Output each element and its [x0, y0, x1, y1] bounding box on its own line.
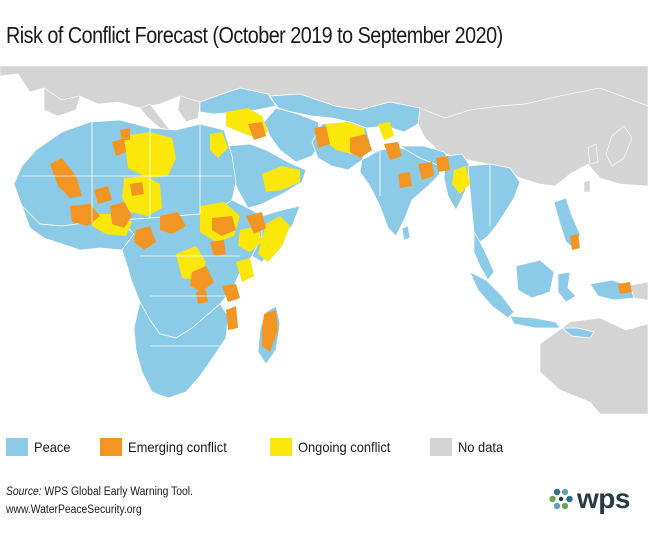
legend-swatch-peace [6, 438, 28, 456]
region-pakistan-orange [350, 134, 372, 158]
wps-logo: wps [548, 484, 640, 514]
map-title: Risk of Conflict Forecast (October 2019 … [6, 22, 503, 48]
region-iran [263, 107, 323, 163]
region-tanzania-orange [222, 284, 240, 302]
legend-item-no-data: No data [430, 436, 507, 458]
region-italy [139, 103, 171, 131]
region-iraq-orange [248, 122, 266, 140]
source-url[interactable]: www.WaterPeaceSecurity.org [6, 504, 142, 516]
region-sri-lanka [401, 225, 411, 241]
country-borders [22, 122, 491, 347]
legend-item-emerging-conflict: Emerging conflict [100, 436, 235, 458]
region-taiwan [583, 179, 591, 193]
region-nigeria-orange [110, 202, 132, 228]
region-sulawesi [557, 271, 577, 303]
region-india-north-orange [384, 142, 402, 160]
map-legend: Peace Emerging conflict Ongoing conflict… [6, 436, 646, 458]
region-egypt-yellow [210, 132, 228, 158]
region-algeria-orange [112, 138, 126, 156]
region-philippines-orange [570, 234, 580, 250]
region-iran-west-orange [314, 126, 330, 148]
region-india-east-orange [418, 162, 434, 180]
region-kenya-yellow [236, 258, 254, 282]
region-niger-orange [130, 182, 144, 196]
region-sumatra [469, 271, 515, 319]
region-sahel-orange [94, 186, 112, 204]
region-lesser-sunda [561, 327, 595, 339]
legend-label-emerging-conflict: Emerging conflict [128, 439, 227, 455]
region-west-africa-orange [70, 204, 100, 226]
region-java [509, 315, 561, 329]
region-yemen-yellow [262, 166, 300, 192]
no-data-regions [0, 66, 648, 414]
region-kashmir-yellow [378, 122, 394, 140]
region-tunisia-orange [120, 128, 130, 140]
region-india-central-orange [398, 172, 412, 188]
region-mozambique-orange [226, 306, 238, 330]
map-svg [0, 66, 648, 414]
region-somalia-yellow [258, 216, 290, 262]
region-south-sudan-orange [212, 216, 236, 236]
region-cameroon-orange [134, 226, 156, 250]
region-southern-africa [133, 301, 229, 399]
region-ethiopia-orange [246, 212, 266, 234]
legend-label-no-data: No data [458, 439, 504, 455]
region-korea [587, 143, 599, 165]
region-mali-orange [50, 158, 82, 198]
region-se-asia [467, 163, 521, 243]
region-australia [539, 317, 648, 414]
region-uganda-orange [210, 240, 226, 256]
source-note: Source: WPS Global Early Warning Tool. w… [6, 483, 193, 519]
region-central-asia [269, 93, 421, 133]
region-greece [177, 95, 201, 123]
source-line: Source: WPS Global Early Warning Tool. [6, 483, 193, 501]
emerging-conflict-regions [50, 122, 632, 352]
wps-logo-icon [549, 488, 573, 510]
wps-logo-text: wps [577, 483, 630, 514]
region-borneo [515, 259, 555, 299]
source-text: WPS Global Early Warning Tool. [44, 486, 193, 498]
region-turkey [199, 87, 277, 115]
conflict-map [0, 66, 648, 414]
region-madagascar-orange [262, 310, 278, 352]
legend-label-peace: Peace [34, 439, 71, 455]
legend-item-peace: Peace [6, 436, 74, 458]
source-key: Source: [6, 486, 42, 498]
region-drc-east-orange [190, 266, 214, 292]
region-myanmar-yellow [452, 166, 470, 194]
legend-item-ongoing-conflict: Ongoing conflict [270, 436, 398, 458]
legend-swatch-ongoing-conflict [270, 438, 292, 456]
ongoing-conflict-regions [92, 108, 470, 282]
region-japan [605, 125, 633, 167]
region-bangladesh-orange [436, 156, 450, 172]
region-car-orange [160, 212, 186, 234]
legend-swatch-emerging-conflict [100, 438, 122, 456]
region-burundi-orange [196, 290, 208, 304]
legend-label-ongoing-conflict: Ongoing conflict [298, 439, 391, 455]
region-papua-orange [618, 282, 632, 294]
region-malay-peninsula [473, 230, 495, 281]
legend-swatch-no-data [430, 438, 452, 456]
region-spain [43, 87, 81, 117]
